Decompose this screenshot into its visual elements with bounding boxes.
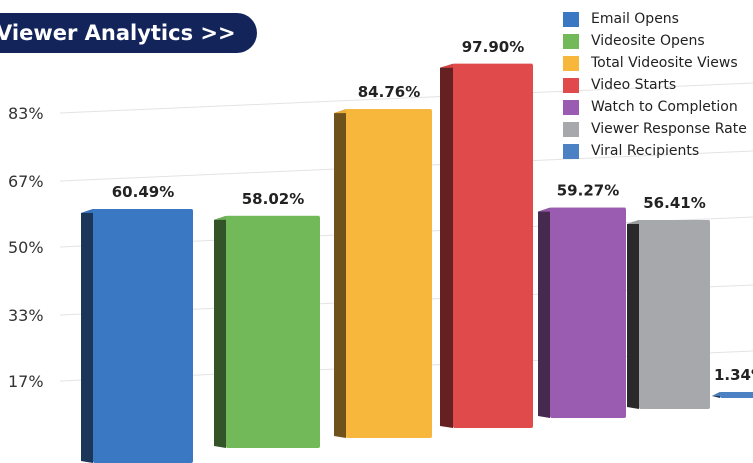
legend-item: Videosite Opens (563, 30, 753, 52)
bar (550, 207, 626, 418)
data-label: 59.27% (557, 182, 619, 200)
bar-cap (538, 207, 626, 212)
legend-label: Viral Recipients (591, 143, 700, 159)
y-tick-label: 67% (8, 172, 44, 191)
legend-swatch (563, 143, 579, 159)
legend-label: Viewer Response Rate (591, 121, 747, 137)
legend-swatch (563, 99, 579, 115)
legend-item: Video Starts (563, 74, 753, 96)
bar-cap (627, 220, 710, 225)
y-tick-label: 83% (8, 104, 44, 123)
legend-swatch (563, 55, 579, 71)
y-tick-label: 50% (8, 238, 44, 257)
legend-item: Viewer Response Rate (563, 118, 753, 140)
legend-item: Total Videosite Views (563, 52, 753, 74)
bar (453, 63, 533, 428)
bar-cap (334, 109, 432, 114)
bar-side (538, 207, 550, 418)
grid-line (59, 82, 753, 114)
bar-cap (81, 208, 193, 213)
bar-side (81, 208, 93, 463)
bar-side (440, 63, 453, 428)
chart-legend: Email Opens Videosite Opens Total Videosit… (563, 8, 753, 162)
y-tick-label: 33% (8, 306, 44, 325)
data-label: 84.76% (358, 83, 420, 101)
legend-swatch (563, 121, 579, 137)
legend-item: Watch to Completion (563, 96, 753, 118)
bar-cap (712, 392, 753, 396)
data-label: 56.41% (643, 194, 705, 212)
legend-label: Video Starts (591, 77, 677, 93)
bar (226, 215, 320, 448)
legend-label: Total Videosite Views (591, 55, 738, 71)
chart-title: Viewer Analytics >> (0, 13, 257, 53)
legend-label: Videosite Opens (591, 33, 705, 49)
bar (639, 220, 710, 409)
legend-swatch (563, 33, 579, 49)
data-label: 1.34% (714, 366, 753, 384)
bar-side (214, 215, 226, 448)
legend-label: Email Opens (591, 11, 679, 27)
bar-side (334, 109, 346, 439)
legend-item: Email Opens (563, 8, 753, 30)
legend-swatch (563, 77, 579, 93)
legend-swatch (563, 11, 579, 27)
bar-cap (214, 215, 320, 220)
bar (93, 208, 193, 463)
legend-label: Watch to Completion (591, 99, 738, 115)
bar (346, 109, 432, 439)
bar-side (627, 220, 639, 409)
data-label: 58.02% (242, 190, 304, 208)
y-tick-label: 17% (8, 372, 44, 391)
data-label: 97.90% (462, 38, 524, 56)
bar-cap (440, 63, 533, 68)
data-label: 60.49% (112, 183, 174, 201)
legend-item: Viral Recipients (563, 140, 753, 162)
